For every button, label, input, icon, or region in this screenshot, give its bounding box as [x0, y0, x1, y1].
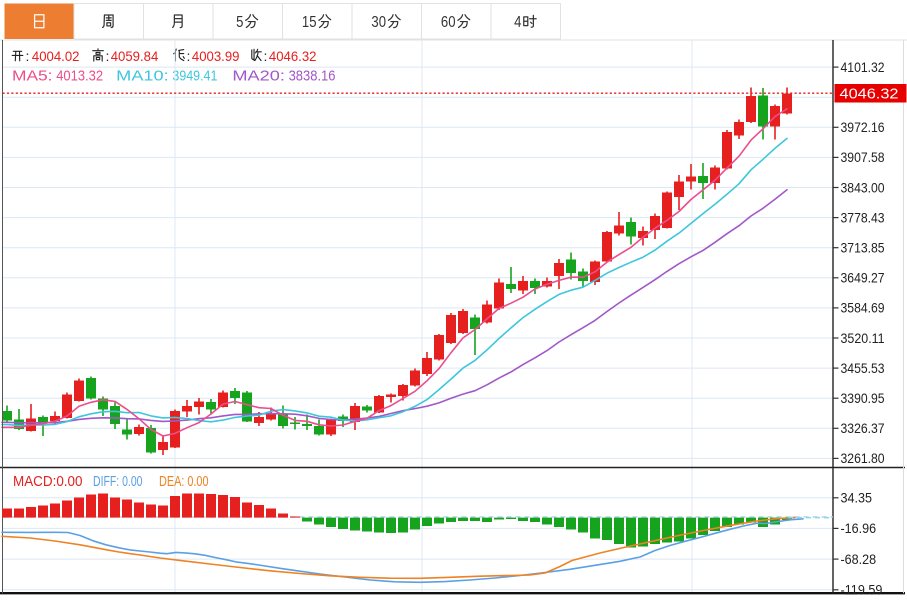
svg-text:-119.59: -119.59 [841, 583, 883, 598]
svg-text:3455.53: 3455.53 [841, 361, 885, 376]
svg-text:4013.32: 4013.32 [56, 68, 103, 85]
svg-text:3649.27: 3649.27 [841, 271, 885, 286]
svg-text:30: 30 [371, 14, 386, 31]
svg-text:34.35: 34.35 [841, 491, 873, 506]
svg-text:-68.28: -68.28 [841, 552, 877, 567]
svg-text:15: 15 [302, 14, 317, 31]
svg-text:MACD:0.00: MACD:0.00 [13, 474, 83, 490]
svg-text:4003.99: 4003.99 [192, 48, 240, 64]
svg-text:4101.32: 4101.32 [841, 60, 885, 75]
svg-text:MA10:: MA10: [116, 68, 169, 85]
svg-text:4004.02: 4004.02 [32, 48, 80, 64]
svg-text::: : [26, 48, 30, 64]
svg-text:3843.00: 3843.00 [841, 180, 885, 195]
svg-text:3390.95: 3390.95 [841, 391, 885, 406]
svg-text:3838.16: 3838.16 [289, 68, 336, 85]
svg-text:3949.41: 3949.41 [172, 68, 217, 85]
svg-text:3713.85: 3713.85 [841, 241, 885, 256]
svg-text:4059.84: 4059.84 [111, 48, 159, 64]
svg-text:5: 5 [236, 14, 243, 31]
svg-text:DEA: 0.00: DEA: 0.00 [159, 474, 209, 490]
svg-text:3584.69: 3584.69 [841, 301, 885, 316]
svg-text:3261.80: 3261.80 [841, 451, 885, 466]
svg-text:-16.96: -16.96 [841, 521, 877, 536]
svg-text:3907.58: 3907.58 [841, 150, 885, 165]
svg-text:3326.37: 3326.37 [841, 421, 885, 436]
svg-text::: : [187, 48, 191, 64]
svg-text:60: 60 [441, 14, 456, 31]
svg-text:MA20:: MA20: [232, 68, 285, 85]
svg-text:DIFF: 0.00: DIFF: 0.00 [93, 474, 143, 490]
svg-text::: : [106, 48, 110, 64]
svg-text:MA5:: MA5: [12, 68, 53, 85]
svg-text:3972.16: 3972.16 [841, 120, 885, 135]
svg-text:4046.32: 4046.32 [269, 48, 317, 64]
svg-text:4046.32: 4046.32 [840, 87, 899, 103]
svg-text:3520.11: 3520.11 [841, 331, 885, 346]
svg-text:4: 4 [514, 14, 522, 31]
svg-text:3778.43: 3778.43 [841, 210, 885, 225]
svg-text::: : [264, 48, 268, 64]
